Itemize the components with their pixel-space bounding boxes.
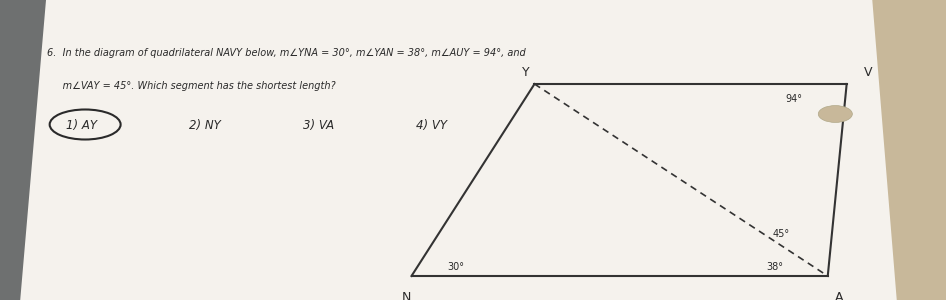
Text: 1) AY: 1) AY [66,119,97,133]
Text: m∠VAY = 45°. Which segment has the shortest length?: m∠VAY = 45°. Which segment has the short… [47,81,336,91]
Text: A: A [835,291,843,300]
Text: 2) NY: 2) NY [189,119,221,133]
Text: Y: Y [522,67,530,80]
Text: 94°: 94° [785,94,802,104]
Polygon shape [0,0,710,300]
Polygon shape [19,0,899,300]
Text: 38°: 38° [766,262,783,272]
Text: 45°: 45° [773,229,790,239]
Text: 4) VY: 4) VY [416,119,447,133]
Ellipse shape [818,106,852,122]
Text: V: V [864,67,872,80]
Text: N: N [402,291,412,300]
Polygon shape [520,0,946,300]
Text: 30°: 30° [447,262,464,272]
Text: 3) VA: 3) VA [303,119,334,133]
Text: 6.  In the diagram of quadrilateral NAVY below, m∠YNA = 30°, m∠YAN = 38°, m∠AUY : 6. In the diagram of quadrilateral NAVY … [47,48,526,58]
